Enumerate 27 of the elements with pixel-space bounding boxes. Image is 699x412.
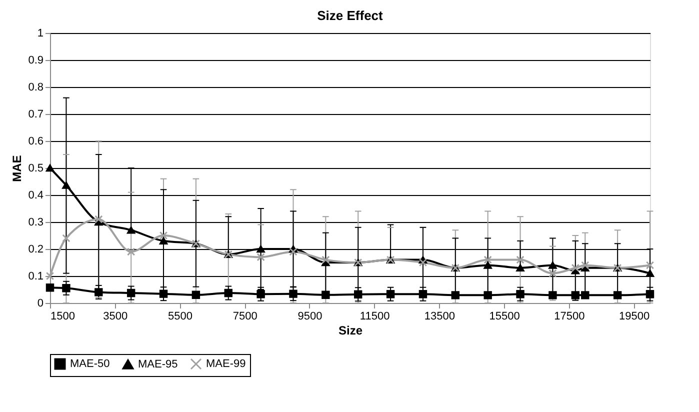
x-tick-label: 7500 — [232, 310, 258, 322]
x-tick-label: 17500 — [554, 310, 585, 322]
x-tick-label: 15500 — [489, 310, 520, 322]
y-tick-label: 0.2 — [28, 244, 44, 256]
y-axis-title: MAE — [10, 155, 24, 182]
legend-label: MAE-99 — [206, 358, 246, 370]
x-axis-title: Size — [338, 324, 363, 338]
x-tick-label: 11500 — [360, 310, 390, 322]
x-tick-label: 1500 — [50, 310, 75, 322]
legend-label: MAE-50 — [70, 358, 110, 370]
x-tick-label: 5500 — [168, 310, 192, 322]
y-tick-label: 0.3 — [28, 216, 44, 228]
y-tick-label: 0.8 — [28, 82, 44, 94]
x-tick-label: 19500 — [618, 310, 650, 322]
y-tick-label: 1 — [37, 28, 44, 40]
y-tick-label: 0.5 — [28, 162, 44, 174]
y-tick-label: 0.9 — [28, 54, 44, 66]
legend-label: MAE-95 — [138, 358, 178, 370]
y-tick-label: 0.1 — [28, 270, 44, 282]
y-tick-label: 0 — [37, 298, 44, 310]
x-tick-label: 3500 — [103, 310, 128, 322]
x-tick-label: 9500 — [298, 310, 322, 322]
y-tick-label: 0.7 — [28, 108, 44, 120]
x-tick-label: 13500 — [424, 310, 455, 322]
y-tick-label: 0.6 — [28, 136, 44, 148]
y-tick-label: 0.4 — [28, 190, 44, 202]
chart-title: Size Effect — [317, 8, 384, 23]
